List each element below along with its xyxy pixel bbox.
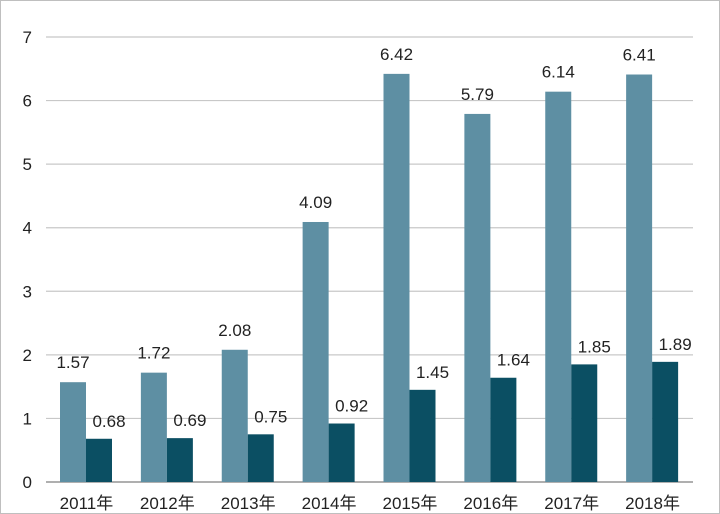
bar-series-1 <box>383 73 410 482</box>
bar-series-1 <box>221 349 248 482</box>
y-tick-label: 2 <box>23 346 32 365</box>
data-label-series-2: 1.85 <box>578 337 611 356</box>
x-tick-label: 2018年 <box>625 494 680 513</box>
data-label-series-2: 0.75 <box>254 407 287 426</box>
bar-series-1 <box>545 91 572 483</box>
data-label-series-1: 1.72 <box>137 344 170 363</box>
bars <box>60 73 679 483</box>
bar-series-1 <box>60 382 86 482</box>
x-tick-label: 2012年 <box>140 494 195 513</box>
data-label-series-2: 0.68 <box>92 412 125 431</box>
x-tick-label: 2011年 <box>60 494 114 513</box>
bar-series-2 <box>86 438 112 482</box>
data-label-series-1: 1.57 <box>56 353 89 372</box>
bar-series-1 <box>140 372 167 482</box>
data-label-series-1: 4.09 <box>299 193 332 212</box>
y-tick-label: 4 <box>23 219 32 238</box>
y-tick-label: 1 <box>23 409 32 428</box>
y-axis-ticks: 0 1 2 3 4 5 6 7 <box>23 28 32 492</box>
x-tick-label: 2014年 <box>302 494 357 513</box>
bar-series-2 <box>490 377 517 482</box>
bar-series-2 <box>571 364 598 482</box>
bar-series-1 <box>302 221 329 482</box>
y-tick-label: 5 <box>23 155 32 174</box>
x-tick-label: 2015年 <box>383 494 438 513</box>
data-label-series-2: 0.92 <box>335 397 368 416</box>
x-tick-label: 2013年 <box>221 494 276 513</box>
bar-series-2 <box>166 438 193 482</box>
y-tick-label: 0 <box>23 473 32 492</box>
data-label-series-1: 6.42 <box>380 45 413 64</box>
bar-series-2 <box>328 423 355 482</box>
data-label-series-2: 1.89 <box>659 335 692 354</box>
bar-series-1 <box>626 74 653 482</box>
data-label-series-1: 6.41 <box>623 46 656 65</box>
data-label-series-1: 6.14 <box>542 63 575 82</box>
data-labels: 1.57 0.68 1.72 0.69 2.08 0.75 4.09 0.92 6.42 1.45… <box>56 45 691 431</box>
y-tick-label: 3 <box>23 282 32 301</box>
data-label-series-2: 1.45 <box>416 363 449 382</box>
y-tick-label: 7 <box>23 28 32 47</box>
data-label-series-2: 1.64 <box>497 351 530 370</box>
x-axis-ticks: 2011年 2012年 2013年 2014年 2015年 2016年 2017年 2018年 <box>60 494 680 513</box>
y-tick-label: 6 <box>23 92 32 111</box>
x-tick-label: 2016年 <box>463 494 518 513</box>
bar-series-2 <box>247 434 274 482</box>
data-label-series-1: 2.08 <box>218 321 251 340</box>
bar-series-2 <box>409 389 436 482</box>
bar-series-1 <box>464 113 491 483</box>
data-label-series-2: 0.69 <box>173 411 206 430</box>
x-tick-label: 2017年 <box>544 494 599 513</box>
bar-series-2 <box>652 361 679 482</box>
data-label-series-1: 5.79 <box>461 85 494 104</box>
